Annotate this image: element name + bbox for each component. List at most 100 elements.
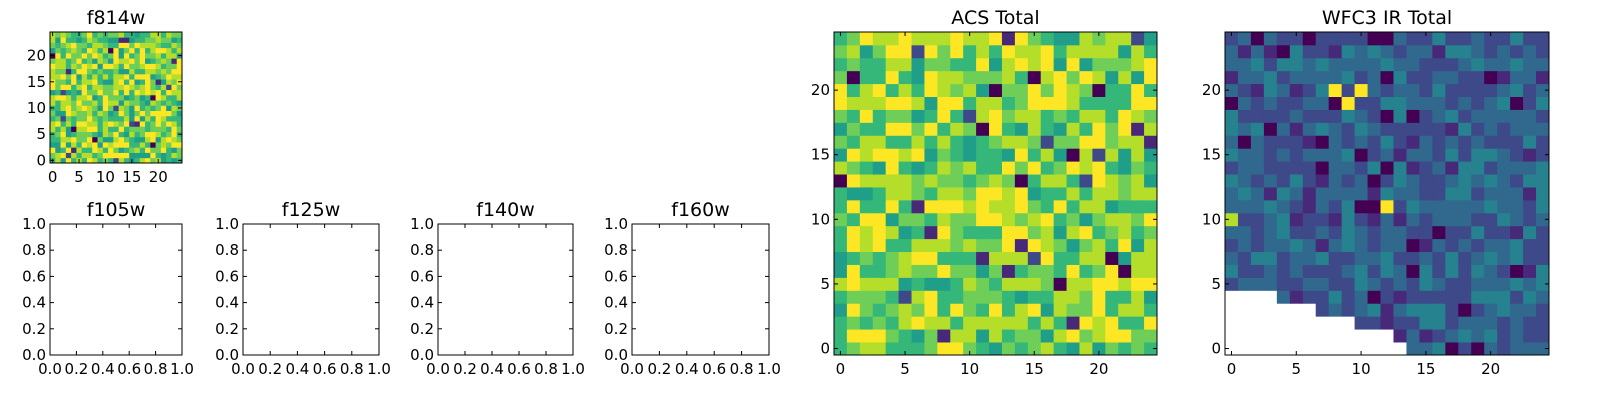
f140w-frame bbox=[437, 223, 574, 356]
acs-total-cell bbox=[1066, 238, 1080, 253]
wfc3-total-cell bbox=[1328, 264, 1343, 278]
acs-total-cell bbox=[950, 277, 964, 291]
acs-total-cell bbox=[898, 96, 912, 110]
f814w-cell bbox=[108, 37, 114, 43]
acs-total-cell bbox=[1131, 238, 1145, 253]
acs-total-cell bbox=[898, 342, 912, 356]
acs-total-cell bbox=[1066, 329, 1080, 343]
f814w-cell bbox=[123, 152, 130, 159]
acs-total-cell bbox=[885, 57, 899, 72]
f814w-cell bbox=[92, 84, 98, 91]
f814w-cell bbox=[129, 58, 135, 64]
acs-total-cell bbox=[1118, 277, 1132, 291]
f814w-cell bbox=[160, 32, 167, 38]
f814w-cell bbox=[92, 157, 98, 164]
f814w-cell bbox=[150, 110, 156, 117]
f814w-cell bbox=[118, 142, 125, 148]
acs-total-cell bbox=[950, 32, 964, 46]
f814w-cell bbox=[65, 68, 72, 75]
f814w-cell bbox=[86, 157, 93, 164]
f814w-cell bbox=[113, 89, 120, 96]
wfc3-total-cell bbox=[1497, 161, 1511, 175]
wfc3-total-cell bbox=[1250, 225, 1265, 240]
f814w-cell bbox=[113, 126, 120, 132]
acs-total-cell bbox=[1118, 238, 1132, 253]
f814w-cell bbox=[60, 94, 67, 101]
acs-total-cell bbox=[989, 290, 1003, 304]
acs-total-cell bbox=[1014, 342, 1029, 356]
acs-total-cell bbox=[976, 303, 990, 317]
acs-total-cell bbox=[1014, 277, 1029, 291]
wfc3-total-cell bbox=[1250, 264, 1265, 278]
f814w-panel bbox=[49, 31, 183, 164]
acs-total-cell bbox=[898, 199, 912, 214]
f814w-cell bbox=[81, 58, 88, 64]
f814w-cell bbox=[123, 68, 130, 75]
f814w-cell bbox=[129, 121, 135, 127]
wfc3-total-cell bbox=[1250, 135, 1265, 149]
f814w-cell bbox=[118, 131, 125, 138]
acs-total-cell bbox=[1131, 32, 1145, 46]
f814w-cell bbox=[123, 84, 130, 91]
f814w-cell bbox=[50, 94, 56, 101]
wfc3-total-cell bbox=[1276, 135, 1291, 149]
wfc3-total-cell bbox=[1315, 32, 1330, 46]
acs-total-cell bbox=[989, 329, 1003, 343]
f814w-cell bbox=[81, 121, 88, 127]
acs-total-cell bbox=[834, 70, 848, 85]
wfc3-total-cell bbox=[1458, 96, 1472, 110]
f814w-cell bbox=[55, 105, 61, 111]
f814w-cell bbox=[166, 126, 172, 132]
f814w-cell bbox=[97, 42, 104, 49]
wfc3-total-cell bbox=[1302, 238, 1317, 253]
wfc3-total-cell bbox=[1419, 264, 1433, 278]
wfc3-total-cell bbox=[1225, 277, 1239, 291]
f814w-cell bbox=[134, 58, 141, 64]
acs-total-cell bbox=[872, 122, 887, 136]
wfc3-total-cell bbox=[1225, 148, 1239, 162]
wfc3-total-cell bbox=[1380, 290, 1394, 304]
f814w-cell bbox=[81, 37, 88, 43]
wfc3-total-cell bbox=[1393, 199, 1407, 214]
f814w-cell bbox=[76, 47, 83, 54]
f814w-cell bbox=[86, 42, 93, 49]
acs-total-cell bbox=[1144, 212, 1158, 227]
f814w-cell bbox=[102, 79, 109, 85]
f814w-cell bbox=[81, 52, 88, 59]
f814w-cell bbox=[71, 126, 77, 132]
f105w-xtick-label: 0.4 bbox=[91, 360, 115, 378]
f814w-cell bbox=[118, 58, 125, 64]
f814w-cell bbox=[129, 115, 135, 122]
f814w-cell bbox=[176, 126, 183, 132]
acs-total-cell bbox=[937, 44, 951, 59]
acs-total-cell bbox=[1040, 135, 1055, 149]
f814w-cell bbox=[50, 58, 56, 64]
wfc3-total-cell bbox=[1315, 161, 1330, 175]
acs-total-cell bbox=[989, 57, 1003, 72]
f814w-cell bbox=[50, 100, 56, 106]
wfc3-total-cell bbox=[1432, 70, 1446, 85]
f814w-cell bbox=[176, 147, 183, 153]
f814w-cell bbox=[50, 142, 56, 148]
wfc3-total-cell bbox=[1510, 199, 1524, 214]
acs-total-cell bbox=[937, 329, 951, 343]
acs-total-cell bbox=[872, 251, 887, 265]
wfc3-total-cell bbox=[1225, 135, 1239, 149]
f160w-ytick-label: 1.0 bbox=[604, 215, 628, 233]
acs-total-cell bbox=[989, 83, 1003, 97]
wfc3-total-cell bbox=[1484, 57, 1498, 72]
acs-total-cell bbox=[859, 109, 874, 123]
f814w-cell bbox=[102, 126, 109, 132]
f814w-cell bbox=[71, 63, 77, 70]
f814w-cell bbox=[65, 110, 72, 117]
f814w-cell bbox=[150, 47, 156, 54]
wfc3-total-cell bbox=[1458, 264, 1472, 278]
wfc3-total-cell bbox=[1289, 264, 1304, 278]
acs-total-cell bbox=[989, 264, 1003, 278]
wfc3-total-cell bbox=[1419, 57, 1433, 72]
wfc3-total-cell bbox=[1263, 148, 1278, 162]
f814w-cell bbox=[86, 52, 93, 59]
acs-total-cell bbox=[1131, 199, 1145, 214]
f814w-cell bbox=[60, 73, 67, 80]
acs-total-cell bbox=[898, 174, 912, 188]
